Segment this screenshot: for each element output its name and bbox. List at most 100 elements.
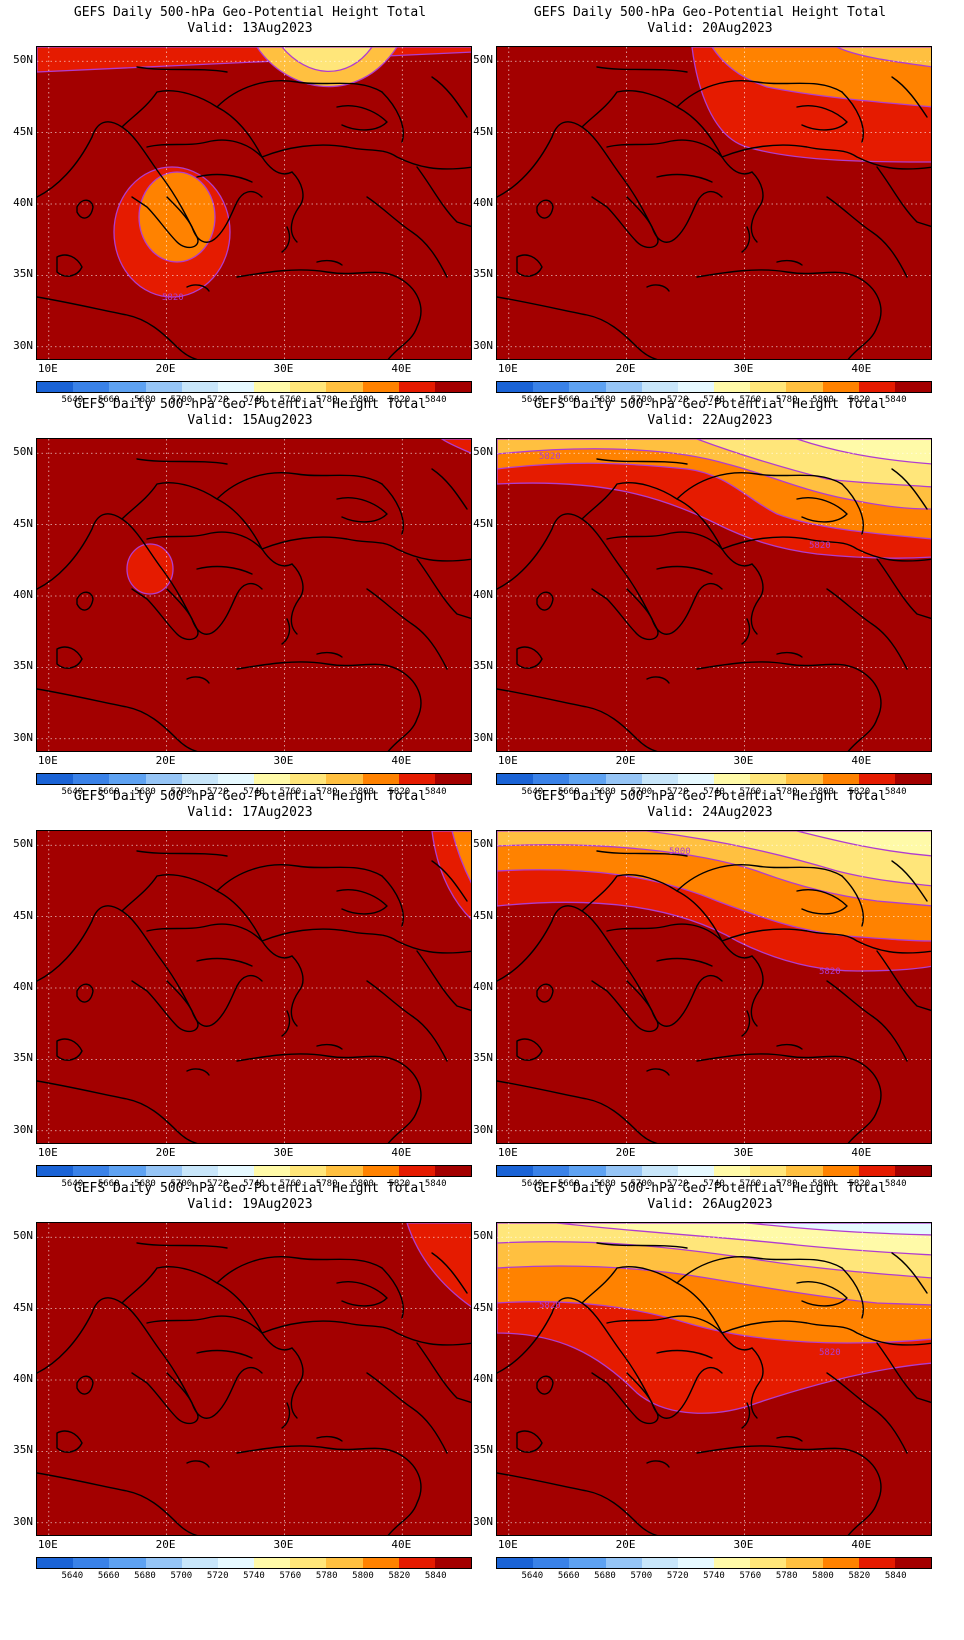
coastline bbox=[281, 618, 291, 645]
lon-tick-label: 20E bbox=[155, 1538, 176, 1551]
lat-tick-label: 50N bbox=[13, 1229, 33, 1243]
colorbar-swatch bbox=[786, 774, 823, 784]
panel-valid-date: Valid: 19Aug2023 bbox=[187, 1197, 313, 1212]
map-panel: GEFS Daily 500-hPa Geo-Potential Height … bbox=[460, 392, 942, 802]
coastline bbox=[646, 1068, 670, 1076]
colorbar-swatch bbox=[217, 1558, 255, 1568]
coastline bbox=[876, 1342, 931, 1404]
lon-tick-label: 10E bbox=[37, 754, 58, 767]
coastline bbox=[626, 1366, 723, 1419]
coastline bbox=[656, 957, 713, 967]
coastline bbox=[261, 536, 471, 562]
colorbar-swatch bbox=[217, 1166, 255, 1176]
coastline bbox=[891, 76, 928, 118]
coastline bbox=[826, 1372, 908, 1454]
colorbar-label: 5820 bbox=[848, 1179, 871, 1189]
panel-valid-date: Valid: 24Aug2023 bbox=[647, 805, 773, 820]
panel-title: GEFS Daily 500-hPa Geo-Potential Height … bbox=[533, 789, 887, 804]
lon-tick-label: 40E bbox=[391, 754, 412, 767]
coastline bbox=[750, 955, 764, 1027]
coastline bbox=[656, 1349, 713, 1359]
coastline bbox=[497, 688, 658, 751]
coastline bbox=[656, 173, 713, 183]
colorbar-label: 5700 bbox=[630, 787, 653, 797]
coastline bbox=[841, 483, 864, 535]
contour-fill bbox=[451, 831, 471, 884]
colorbar-label: 5780 bbox=[315, 787, 338, 797]
coastline bbox=[536, 591, 554, 611]
lon-tick-label: 40E bbox=[851, 362, 872, 375]
coastline bbox=[216, 864, 383, 892]
coastline bbox=[741, 618, 751, 645]
coastline bbox=[290, 955, 304, 1027]
colorbar-label: 5680 bbox=[594, 1571, 616, 1581]
colorbar-swatch bbox=[254, 1558, 291, 1568]
colorbar-label: 5760 bbox=[279, 1571, 302, 1581]
colorbar-swatch bbox=[434, 1166, 472, 1176]
colorbar-label: 5840 bbox=[884, 1179, 907, 1189]
panel-valid-date: Valid: 15Aug2023 bbox=[187, 413, 313, 428]
lat-tick-label: 35N bbox=[473, 267, 493, 281]
colorbar-label: 5840 bbox=[884, 787, 907, 797]
lat-tick-label: 40N bbox=[473, 588, 493, 601]
coastline bbox=[596, 1242, 688, 1249]
map-canvas bbox=[37, 439, 471, 751]
colorbar-swatch bbox=[822, 1166, 859, 1176]
colorbar-label: 5660 bbox=[557, 1179, 580, 1189]
colorbar-label: 5680 bbox=[134, 787, 156, 797]
coastline bbox=[336, 889, 388, 915]
colorbar-label: 5640 bbox=[521, 1571, 544, 1581]
colorbar-label: 5760 bbox=[739, 1179, 762, 1189]
coastline bbox=[676, 1256, 843, 1284]
colorbar bbox=[496, 773, 932, 785]
contour-fill bbox=[440, 439, 471, 454]
coastline bbox=[431, 860, 468, 902]
coastline bbox=[236, 269, 422, 359]
coastline bbox=[826, 980, 908, 1062]
lat-tick-label: 45N bbox=[473, 1300, 493, 1314]
lat-tick-label: 35N bbox=[473, 1051, 493, 1065]
panel-title: GEFS Daily 500-hPa Geo-Potential Height … bbox=[73, 397, 427, 412]
colorbar-label: 5720 bbox=[206, 787, 229, 797]
contour-fill bbox=[796, 831, 931, 857]
colorbar bbox=[36, 381, 472, 393]
colorbar-label: 5720 bbox=[206, 1571, 229, 1581]
coastline bbox=[841, 1267, 864, 1319]
lat-tick-label: 45N bbox=[473, 516, 493, 530]
lat-tick-label: 45N bbox=[473, 124, 493, 138]
coastline bbox=[261, 928, 471, 954]
coastline bbox=[236, 1445, 422, 1535]
colorbar-label: 5800 bbox=[352, 395, 374, 405]
colorbar-label: 5640 bbox=[61, 787, 84, 797]
coastline bbox=[721, 144, 931, 170]
panel-title: GEFS Daily 500-hPa Geo-Potential Height … bbox=[73, 789, 427, 804]
colorbar-label: 5740 bbox=[243, 1571, 265, 1581]
colorbar-swatch bbox=[677, 1558, 715, 1568]
lon-tick-label: 20E bbox=[615, 1146, 636, 1159]
colorbar-swatch bbox=[677, 774, 715, 784]
colorbar-swatch bbox=[605, 382, 642, 392]
colorbar-label: 5640 bbox=[521, 787, 544, 797]
coastline bbox=[136, 458, 228, 465]
lat-tick-label: 50N bbox=[473, 1229, 493, 1243]
map-panel: GEFS Daily 500-hPa Geo-Potential Height … bbox=[0, 0, 482, 410]
colorbar-swatch bbox=[181, 1166, 218, 1176]
lon-tick-label: 30E bbox=[733, 1538, 754, 1551]
lat-tick-label: 35N bbox=[13, 1051, 33, 1065]
coastline bbox=[56, 254, 83, 277]
coastline bbox=[76, 199, 94, 219]
coastline bbox=[416, 558, 471, 620]
panel-title: GEFS Daily 500-hPa Geo-Potential Height … bbox=[73, 1181, 427, 1196]
colorbar-label: 5780 bbox=[775, 1179, 798, 1189]
colorbar-swatch bbox=[362, 1166, 399, 1176]
coastline bbox=[336, 105, 388, 131]
lon-tick-label: 20E bbox=[155, 1146, 176, 1159]
colorbar-swatch bbox=[677, 382, 715, 392]
coastline bbox=[536, 1375, 554, 1395]
colorbar-label: 5800 bbox=[812, 1571, 834, 1581]
colorbar-swatch bbox=[533, 1558, 570, 1568]
coastline bbox=[37, 1472, 198, 1535]
colorbar-swatch bbox=[290, 774, 327, 784]
colorbar-label: 5640 bbox=[521, 395, 544, 405]
lat-tick-label: 50N bbox=[13, 445, 33, 459]
